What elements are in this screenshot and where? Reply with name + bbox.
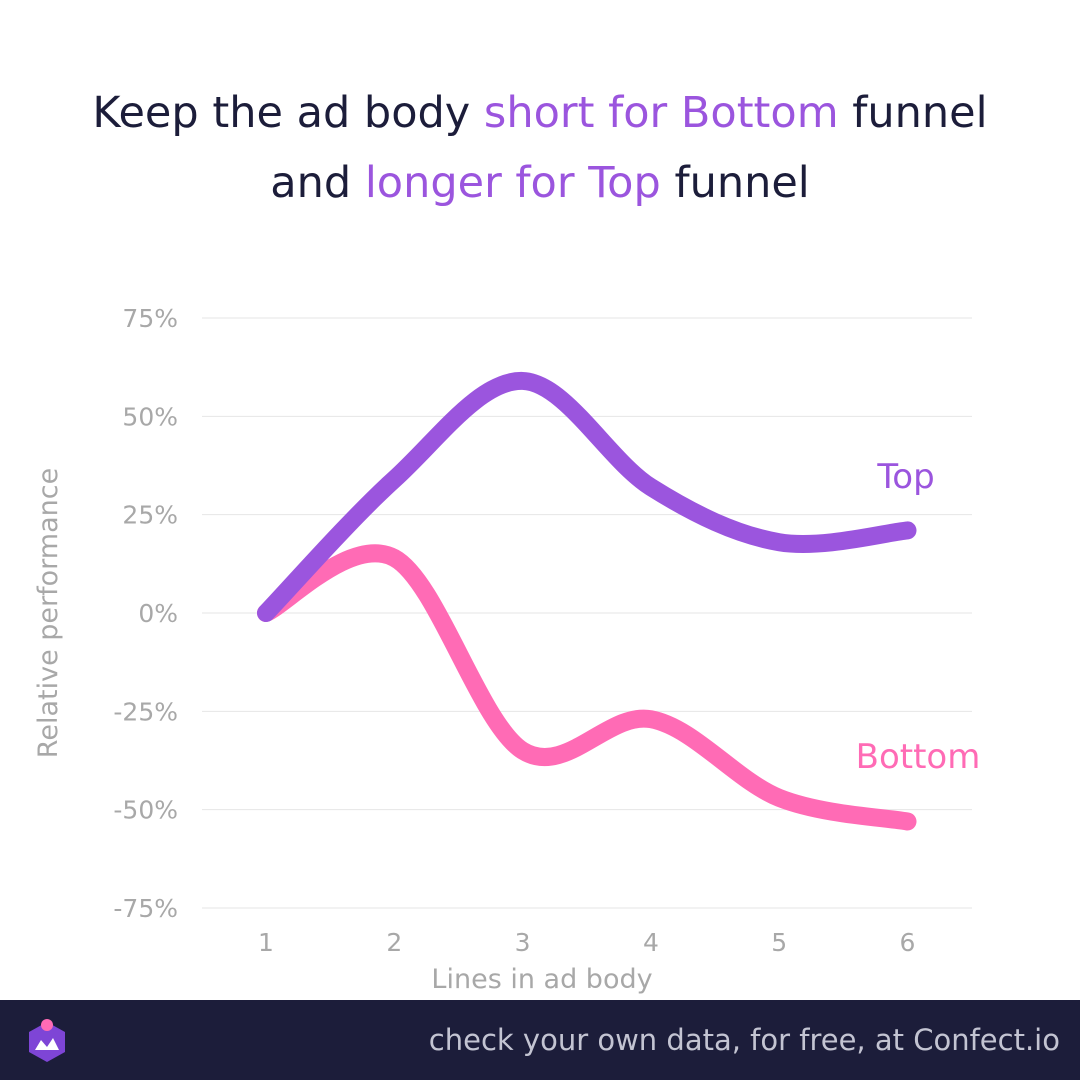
title-text-2: funnel xyxy=(838,88,988,138)
title-text-3: and xyxy=(270,158,365,208)
x-axis-label: Lines in ad body xyxy=(431,964,652,995)
y-tick-label: 75% xyxy=(122,304,178,333)
footer-bar: check your own data, for free, at Confec… xyxy=(0,1000,1080,1080)
line-chart: 75% 50% 25% 0% -25% -50% -75% 1 2 3 4 5 6 Lines in ad… xyxy=(33,304,981,995)
x-tick-label: 2 xyxy=(386,928,402,957)
title-highlight-short-bottom: short for Bottom xyxy=(483,88,839,138)
title-line-1: Keep the ad body short for Bottom funnel xyxy=(0,78,1080,148)
y-tick-label: 50% xyxy=(122,402,178,431)
footer-text: check your own data, for free, at Confec… xyxy=(428,1023,1060,1057)
series-line-top xyxy=(257,371,917,622)
y-tick-label: -25% xyxy=(113,697,178,726)
series-label-bottom: Bottom xyxy=(856,737,981,777)
title-line-2: and longer for Top funnel xyxy=(0,148,1080,218)
y-tick-label: 25% xyxy=(122,501,178,530)
x-tick-label: 3 xyxy=(515,928,531,957)
series-line-bottom xyxy=(257,544,917,831)
chart-title: Keep the ad body short for Bottom funnel… xyxy=(0,78,1080,218)
title-text-4: funnel xyxy=(660,158,810,208)
y-axis-label: Relative performance xyxy=(33,468,64,758)
x-tick-label: 4 xyxy=(643,928,659,957)
x-tick-label: 1 xyxy=(258,928,274,957)
x-tick-label: 6 xyxy=(900,928,916,957)
series-label-top: Top xyxy=(876,457,934,497)
y-tick-label: 0% xyxy=(138,599,178,628)
title-text-1: Keep the ad body xyxy=(92,88,484,138)
title-highlight-longer-top: longer for Top xyxy=(364,158,661,208)
x-tick-label: 5 xyxy=(771,928,787,957)
confect-logo-icon xyxy=(29,1019,65,1062)
y-tick-label: -75% xyxy=(113,894,178,923)
y-tick-label: -50% xyxy=(113,796,178,825)
